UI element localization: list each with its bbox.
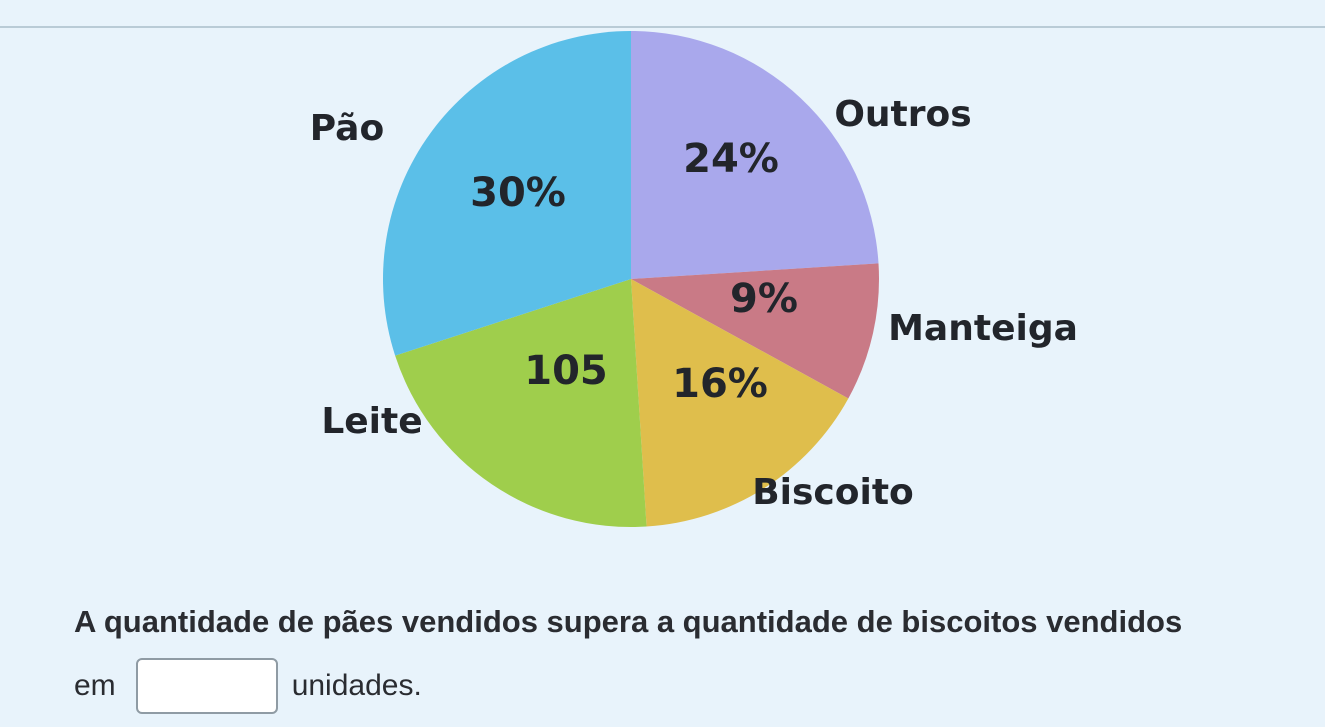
- pie-chart: 24% Outros 9% Manteiga 16% Biscoito 105 Leite 30…: [310, 31, 1078, 527]
- answer-prefix: em: [74, 669, 116, 702]
- pie-slice-leite: [395, 279, 647, 527]
- slice-value-label-p-o: 30%: [470, 170, 566, 216]
- slice-category-label-leite: Leite: [321, 401, 422, 442]
- answer-line: em unidades.: [74, 658, 422, 714]
- pie-slice-p-o: [382, 31, 631, 356]
- slice-value-label-outros: 24%: [683, 136, 779, 182]
- pie-slice-biscoito: [631, 279, 849, 527]
- pie-slice-outros: [631, 31, 879, 279]
- answer-suffix: unidades.: [291, 669, 422, 702]
- slice-value-label-biscoito: 16%: [672, 361, 768, 407]
- slice-category-label-outros: Outros: [834, 94, 971, 135]
- answer-input[interactable]: [135, 658, 278, 714]
- slice-category-label-biscoito: Biscoito: [752, 472, 914, 513]
- slice-value-label-manteiga: 9%: [730, 276, 798, 322]
- top-divider: [0, 26, 1325, 28]
- slice-value-label-leite: 105: [524, 348, 608, 394]
- slice-category-label-manteiga: Manteiga: [888, 308, 1078, 349]
- pie-slice-manteiga: [631, 263, 879, 399]
- slice-category-label-p-o: Pão: [310, 108, 384, 149]
- question-text: A quantidade de pães vendidos supera a q…: [74, 604, 1183, 639]
